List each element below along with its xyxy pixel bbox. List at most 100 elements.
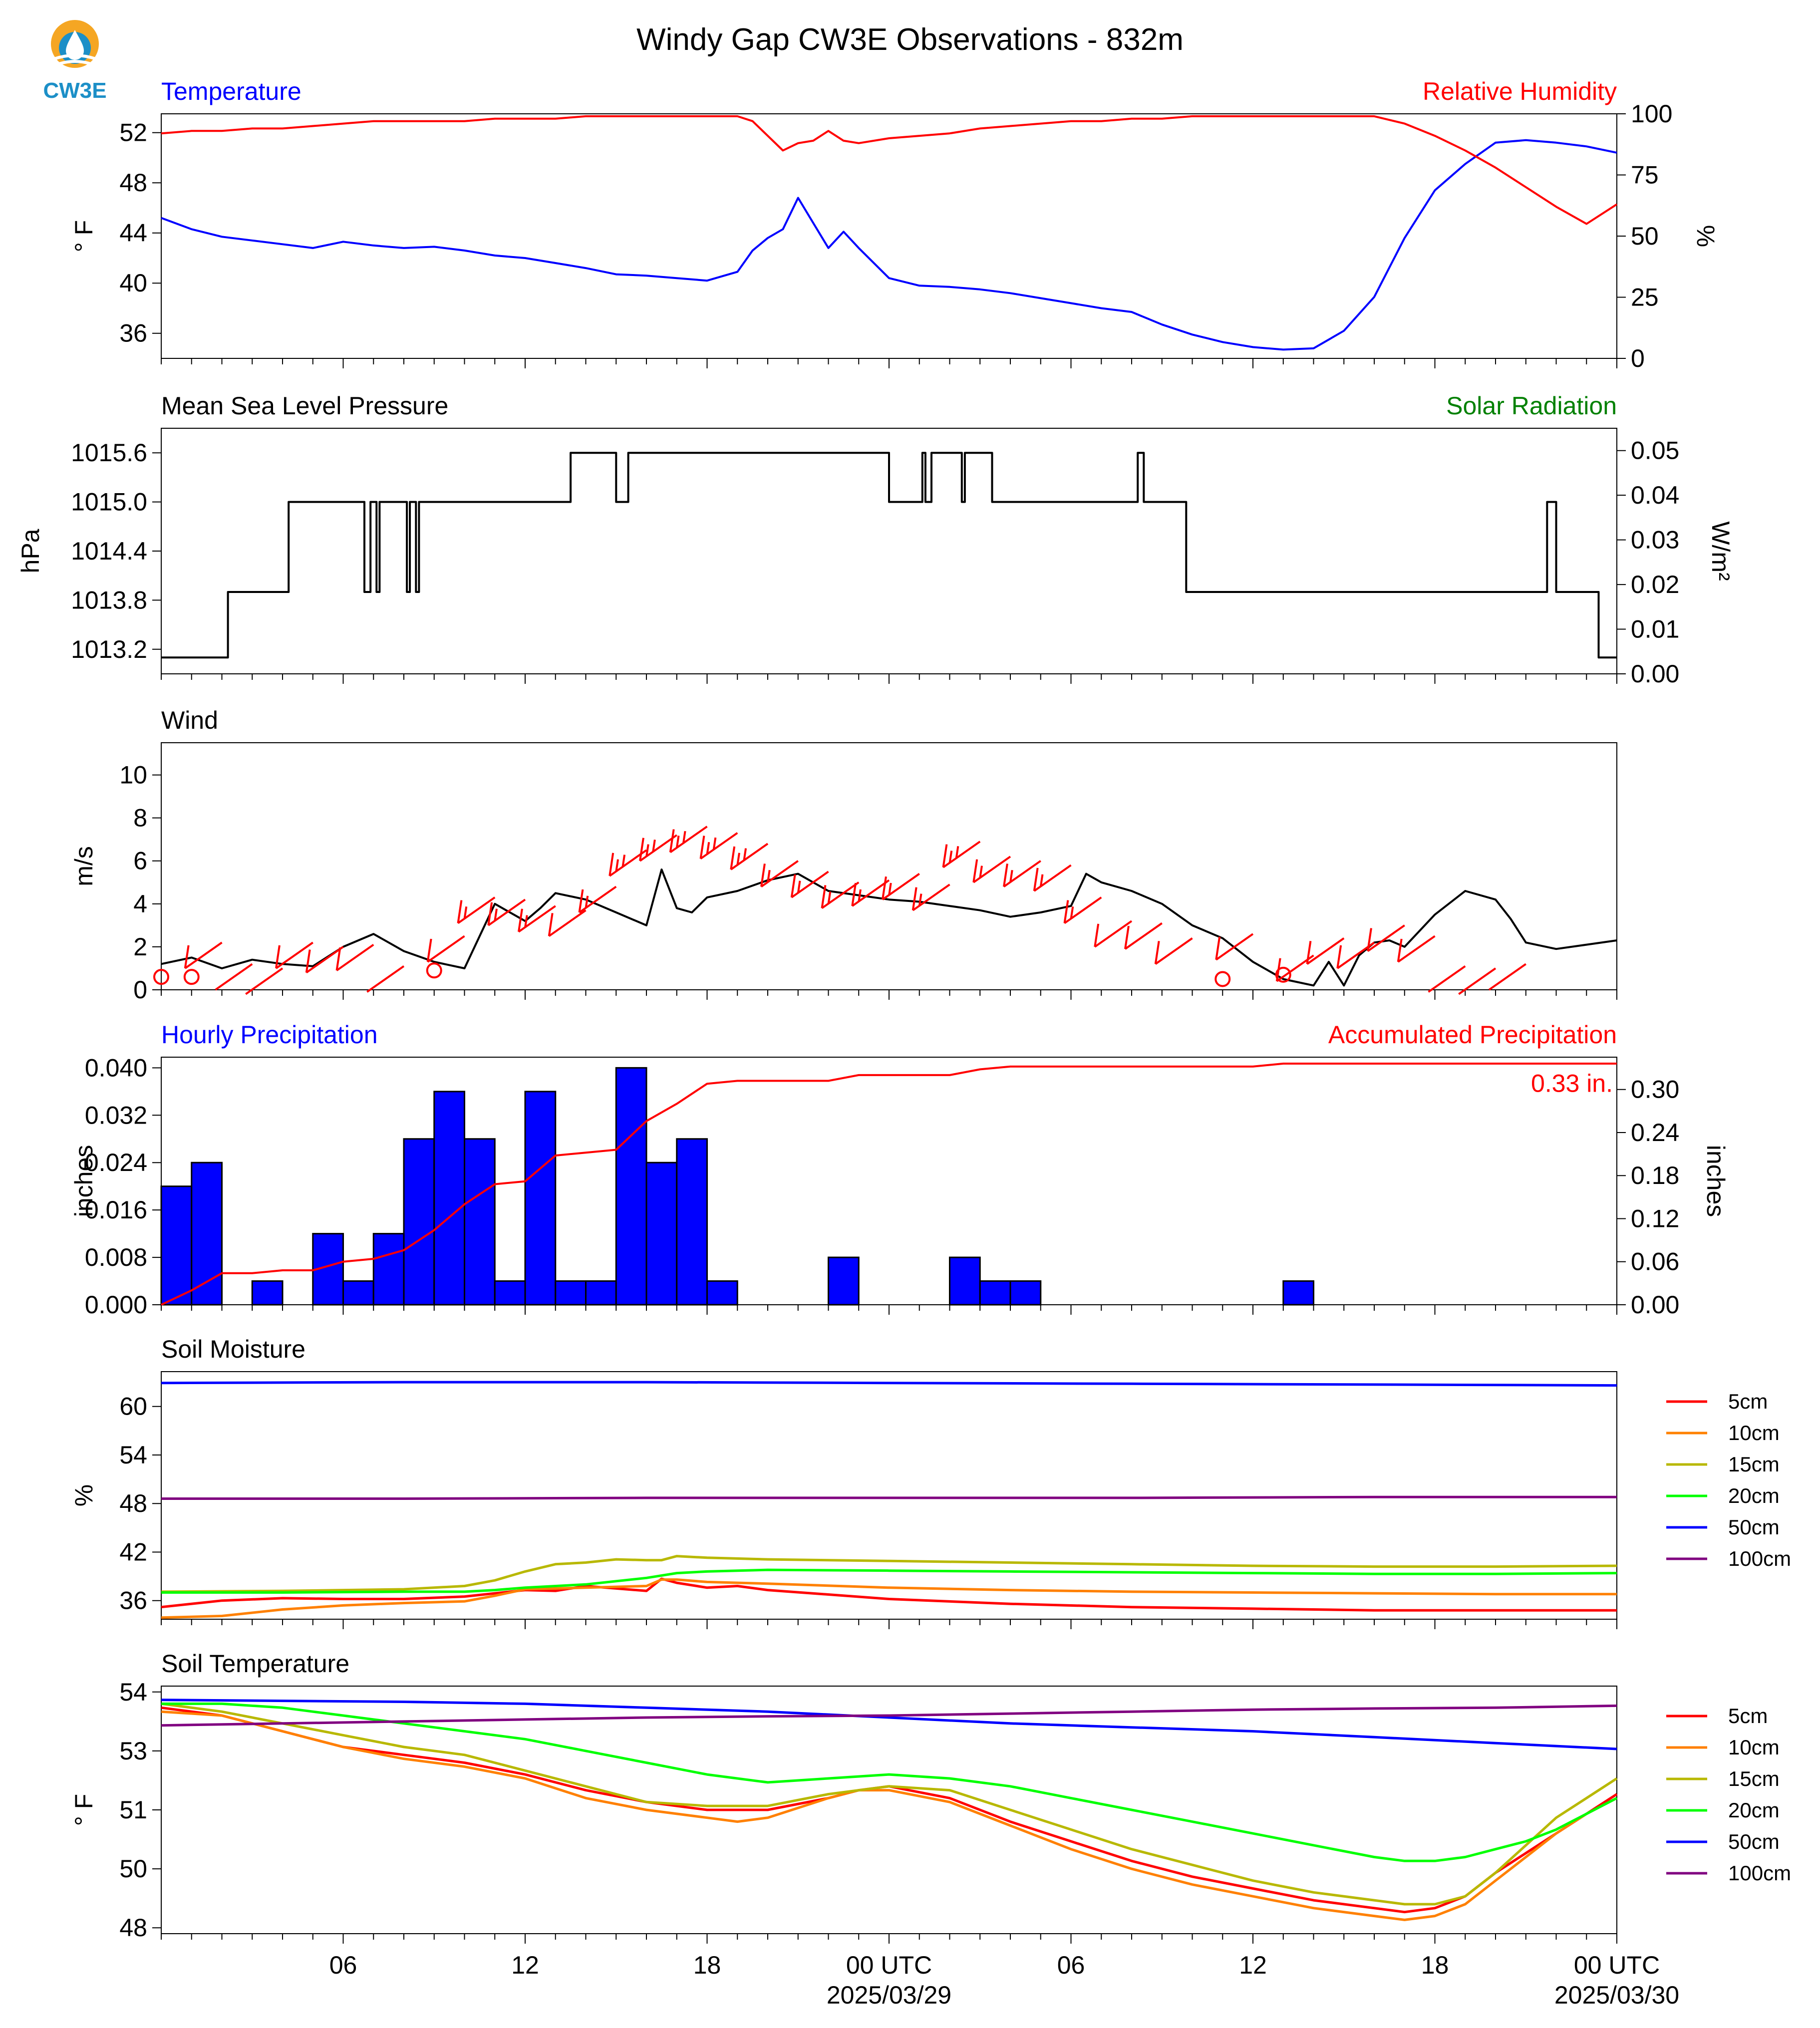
wind-barb-feather bbox=[548, 913, 554, 936]
precip-bar bbox=[1282, 1280, 1314, 1306]
wind-barb bbox=[336, 943, 374, 971]
precip-bar bbox=[372, 1233, 405, 1306]
panel-title-left: Soil Temperature bbox=[161, 1650, 349, 1678]
series-15cm bbox=[161, 1555, 1617, 1593]
wind-barb-feather bbox=[305, 949, 311, 973]
wind-barb-feather bbox=[851, 882, 857, 906]
panel-title-left: Wind bbox=[161, 706, 218, 734]
wind-barb-feather bbox=[797, 880, 801, 893]
precip-bar bbox=[251, 1280, 284, 1306]
legend-label: 50cm bbox=[1728, 1830, 1780, 1853]
wind-barb bbox=[548, 909, 587, 937]
wind-barb-feather bbox=[948, 851, 953, 863]
legend-label: 15cm bbox=[1728, 1767, 1780, 1790]
panel-wind: 0 2 4 6 8 10 Wind m/s bbox=[70, 706, 1617, 1004]
x-tick-label: 12 bbox=[1239, 1951, 1267, 1979]
wind-barb bbox=[1155, 937, 1193, 965]
wind-barb-feather bbox=[1215, 936, 1221, 960]
precip-bar bbox=[403, 1138, 435, 1306]
wind-barb bbox=[1124, 922, 1163, 950]
wind-barb-feather bbox=[615, 859, 619, 871]
precip-bar bbox=[676, 1138, 708, 1306]
precip-bar bbox=[828, 1256, 860, 1306]
wind-barb-feather bbox=[1367, 928, 1372, 951]
series-10cm bbox=[161, 1578, 1617, 1619]
y-tick-label: 40 bbox=[119, 269, 147, 297]
y-tick-label: 6 bbox=[133, 847, 147, 875]
y-right-tick-label: 0.30 bbox=[1631, 1076, 1679, 1104]
logo-drop-icon bbox=[66, 30, 84, 60]
wind-barb bbox=[791, 870, 829, 898]
wind-barb-feather bbox=[743, 848, 747, 861]
y-right-tick-label: 100 bbox=[1631, 100, 1672, 128]
x-tick-label: 18 bbox=[1421, 1951, 1449, 1979]
wind-barb-calm bbox=[426, 962, 442, 979]
precip-bar bbox=[191, 1161, 223, 1306]
wind-barb-calm bbox=[153, 969, 169, 985]
y-tick-label: 1014.4 bbox=[71, 537, 147, 565]
wind-barb bbox=[973, 856, 1011, 883]
wind-barb bbox=[1458, 967, 1497, 995]
series-20cm bbox=[161, 1568, 1617, 1594]
wind-barb-feather bbox=[942, 844, 948, 868]
y-right-tick-label: 0.18 bbox=[1631, 1161, 1679, 1189]
wind-barb bbox=[730, 843, 769, 870]
y-right-tick-label: 50 bbox=[1631, 222, 1659, 250]
y-right-tick-label: 0.03 bbox=[1631, 526, 1679, 554]
y-tick-label: 42 bbox=[119, 1538, 147, 1566]
y-tick-label: 52 bbox=[119, 119, 147, 147]
y-axis-label: ° F bbox=[70, 220, 98, 252]
y-tick-label: 1013.8 bbox=[71, 586, 147, 614]
y-tick-label: 2 bbox=[133, 933, 147, 961]
precip-bar bbox=[555, 1280, 587, 1306]
y-axis-label: hPa bbox=[16, 529, 44, 573]
wind-barb-feather bbox=[1009, 869, 1013, 882]
y-right-tick-label: 0.01 bbox=[1631, 615, 1679, 643]
legend-label: 5cm bbox=[1728, 1390, 1768, 1413]
figure-title: Windy Gap CW3E Observations - 832m bbox=[636, 22, 1184, 57]
precip-bar bbox=[494, 1280, 526, 1306]
y-tick-label: 8 bbox=[133, 804, 147, 832]
wind-barb-feather bbox=[882, 876, 887, 900]
wind-barb bbox=[518, 905, 556, 933]
y-right-axis-label: W/m² bbox=[1707, 521, 1735, 580]
panel-pressure: 1013.2 1013.8 1014.4 1015.0 1015.6 0.00 0.01 0.… bbox=[16, 392, 1735, 688]
series-15cm bbox=[161, 1702, 1618, 1906]
precip-bar bbox=[979, 1280, 1011, 1306]
panel-title-left: Temperature bbox=[161, 77, 302, 105]
y-tick-label: 0 bbox=[133, 976, 147, 1004]
precip-bar bbox=[342, 1280, 374, 1306]
cw3e-logo: CW3E bbox=[43, 20, 107, 103]
y-tick-label: 48 bbox=[119, 169, 147, 197]
y-tick-label: 1013.2 bbox=[71, 635, 147, 663]
wind-barb-feather bbox=[712, 837, 717, 850]
wind-barb-feather bbox=[790, 874, 796, 898]
y-tick-label: 36 bbox=[119, 319, 147, 347]
wind-barb bbox=[1215, 933, 1254, 961]
precip-bar bbox=[524, 1091, 557, 1306]
series-100cm bbox=[161, 1495, 1617, 1500]
series-wind bbox=[161, 869, 1617, 987]
series-accumulated-precipitation bbox=[161, 1062, 1617, 1306]
wind-barb-feather bbox=[1275, 958, 1281, 982]
wind-barb-feather bbox=[1070, 906, 1074, 919]
wind-barb-feather bbox=[730, 846, 736, 870]
wind-barb bbox=[912, 883, 950, 911]
y-right-tick-label: 0.02 bbox=[1631, 571, 1679, 598]
legend-label: 20cm bbox=[1728, 1484, 1780, 1507]
y-tick-label: 44 bbox=[119, 219, 147, 247]
wind-barb-calm bbox=[1214, 971, 1231, 987]
wind-barb-feather bbox=[669, 829, 675, 853]
series-relative-humidity bbox=[161, 115, 1618, 225]
wind-barb-feather bbox=[767, 869, 771, 882]
y-tick-label: 1015.0 bbox=[71, 488, 147, 516]
wind-barb bbox=[488, 898, 526, 926]
wind-barb bbox=[245, 967, 284, 995]
y-tick-label: 0.040 bbox=[85, 1054, 147, 1082]
wind-barb-feather bbox=[335, 947, 341, 971]
x-tick-date-label: 2025/03/29 bbox=[827, 1981, 951, 2009]
wind-barb bbox=[700, 832, 738, 860]
wind-barb-feather bbox=[827, 891, 832, 904]
wind-barb-feather bbox=[621, 855, 626, 867]
